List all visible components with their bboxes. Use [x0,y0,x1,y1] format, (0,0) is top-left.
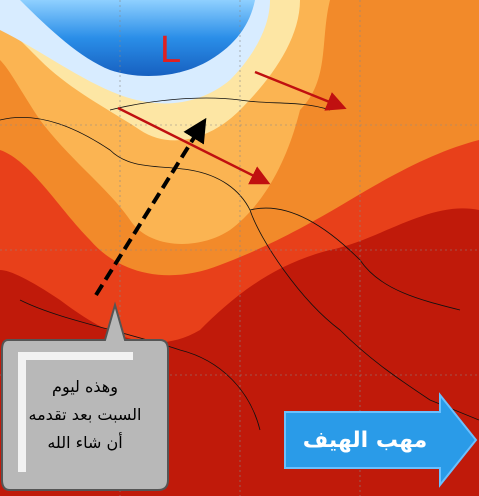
track-arrow [94,117,207,297]
arrow-label: مهب الهيف [303,428,428,453]
zone-blue [20,0,255,76]
coastlines [0,97,479,431]
direction-arrow [284,392,478,488]
callout-line: أن شاء الله [47,432,122,452]
callout-line: السبت بعد تقدمه [29,405,142,424]
wind-arrow [117,106,271,185]
callout [1,301,169,491]
callout-highlight [18,352,26,472]
wind-arrow [254,70,347,111]
callout-highlight [18,352,133,360]
callout-text: وهذه ليوم السبت بعد تقدمه أن شاء الله [29,377,142,452]
low-label: L [160,29,181,71]
callout-line: وهذه ليوم [52,377,118,397]
